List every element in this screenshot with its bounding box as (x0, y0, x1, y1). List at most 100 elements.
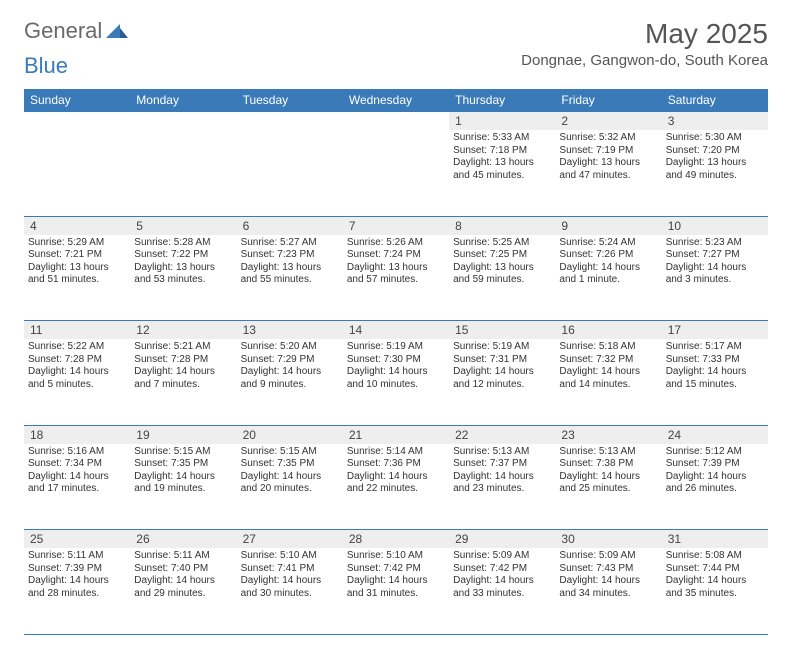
day-number-cell: 19 (130, 425, 236, 444)
sunset-line: Sunset: 7:26 PM (559, 249, 657, 262)
sunset-line: Sunset: 7:25 PM (453, 249, 551, 262)
day-header: Saturday (662, 89, 768, 112)
sunset-line: Sunset: 7:37 PM (453, 458, 551, 471)
day-header: Tuesday (237, 89, 343, 112)
day-number-cell: 12 (130, 321, 236, 340)
sunrise-line: Sunrise: 5:12 AM (666, 446, 764, 459)
day-cell: Sunrise: 5:24 AMSunset: 7:26 PMDaylight:… (555, 235, 661, 321)
day-cell: Sunrise: 5:21 AMSunset: 7:28 PMDaylight:… (130, 339, 236, 425)
sunset-line: Sunset: 7:42 PM (453, 563, 551, 576)
sunset-line: Sunset: 7:21 PM (28, 249, 126, 262)
sunrise-line: Sunrise: 5:11 AM (134, 550, 232, 563)
daylight-line: Daylight: 14 hours and 23 minutes. (453, 471, 551, 496)
calendar-body: 123Sunrise: 5:33 AMSunset: 7:18 PMDaylig… (24, 112, 768, 635)
title-location: Dongnae, Gangwon-do, South Korea (521, 52, 768, 69)
daylight-line: Daylight: 14 hours and 5 minutes. (28, 366, 126, 391)
daylight-line: Daylight: 13 hours and 45 minutes. (453, 157, 551, 182)
daylight-line: Daylight: 14 hours and 17 minutes. (28, 471, 126, 496)
sunrise-line: Sunrise: 5:08 AM (666, 550, 764, 563)
sunset-line: Sunset: 7:35 PM (241, 458, 339, 471)
day-cell: Sunrise: 5:22 AMSunset: 7:28 PMDaylight:… (24, 339, 130, 425)
daylight-line: Daylight: 14 hours and 26 minutes. (666, 471, 764, 496)
sunrise-line: Sunrise: 5:18 AM (559, 341, 657, 354)
sunrise-line: Sunrise: 5:15 AM (241, 446, 339, 459)
day-number-cell: 4 (24, 216, 130, 235)
daylight-line: Daylight: 14 hours and 12 minutes. (453, 366, 551, 391)
sunrise-line: Sunrise: 5:19 AM (347, 341, 445, 354)
sunrise-line: Sunrise: 5:22 AM (28, 341, 126, 354)
week-row: Sunrise: 5:16 AMSunset: 7:34 PMDaylight:… (24, 444, 768, 530)
day-cell: Sunrise: 5:30 AMSunset: 7:20 PMDaylight:… (662, 130, 768, 216)
sunrise-line: Sunrise: 5:09 AM (453, 550, 551, 563)
sunset-line: Sunset: 7:28 PM (134, 354, 232, 367)
day-cell: Sunrise: 5:33 AMSunset: 7:18 PMDaylight:… (449, 130, 555, 216)
daylight-line: Daylight: 14 hours and 22 minutes. (347, 471, 445, 496)
logo-text-blue: Blue (24, 53, 68, 79)
daylight-line: Daylight: 13 hours and 55 minutes. (241, 262, 339, 287)
day-number-cell: 30 (555, 530, 661, 549)
day-cell: Sunrise: 5:09 AMSunset: 7:42 PMDaylight:… (449, 548, 555, 634)
week-row: Sunrise: 5:29 AMSunset: 7:21 PMDaylight:… (24, 235, 768, 321)
day-number-cell: 22 (449, 425, 555, 444)
daylight-line: Daylight: 14 hours and 3 minutes. (666, 262, 764, 287)
day-cell: Sunrise: 5:27 AMSunset: 7:23 PMDaylight:… (237, 235, 343, 321)
daylight-line: Daylight: 14 hours and 20 minutes. (241, 471, 339, 496)
day-cell: Sunrise: 5:32 AMSunset: 7:19 PMDaylight:… (555, 130, 661, 216)
day-cell: Sunrise: 5:13 AMSunset: 7:38 PMDaylight:… (555, 444, 661, 530)
day-number-cell: 24 (662, 425, 768, 444)
day-number-row: 18192021222324 (24, 425, 768, 444)
day-header-row: Sunday Monday Tuesday Wednesday Thursday… (24, 89, 768, 112)
sunset-line: Sunset: 7:28 PM (28, 354, 126, 367)
sunset-line: Sunset: 7:31 PM (453, 354, 551, 367)
sunset-line: Sunset: 7:34 PM (28, 458, 126, 471)
logo-triangle-icon (106, 18, 128, 44)
sunrise-line: Sunrise: 5:28 AM (134, 237, 232, 250)
daylight-line: Daylight: 14 hours and 28 minutes. (28, 575, 126, 600)
daylight-line: Daylight: 14 hours and 15 minutes. (666, 366, 764, 391)
sunrise-line: Sunrise: 5:20 AM (241, 341, 339, 354)
daylight-line: Daylight: 14 hours and 33 minutes. (453, 575, 551, 600)
sunset-line: Sunset: 7:39 PM (28, 563, 126, 576)
sunrise-line: Sunrise: 5:25 AM (453, 237, 551, 250)
day-header: Sunday (24, 89, 130, 112)
sunset-line: Sunset: 7:40 PM (134, 563, 232, 576)
day-cell: Sunrise: 5:10 AMSunset: 7:42 PMDaylight:… (343, 548, 449, 634)
sunrise-line: Sunrise: 5:09 AM (559, 550, 657, 563)
day-number-cell: 2 (555, 112, 661, 131)
sunrise-line: Sunrise: 5:24 AM (559, 237, 657, 250)
day-header: Thursday (449, 89, 555, 112)
day-cell (237, 130, 343, 216)
daylight-line: Daylight: 14 hours and 10 minutes. (347, 366, 445, 391)
day-number-cell: 31 (662, 530, 768, 549)
daylight-line: Daylight: 14 hours and 9 minutes. (241, 366, 339, 391)
daylight-line: Daylight: 14 hours and 29 minutes. (134, 575, 232, 600)
day-number-cell: 23 (555, 425, 661, 444)
day-cell: Sunrise: 5:20 AMSunset: 7:29 PMDaylight:… (237, 339, 343, 425)
sunset-line: Sunset: 7:33 PM (666, 354, 764, 367)
daylight-line: Daylight: 14 hours and 14 minutes. (559, 366, 657, 391)
day-cell: Sunrise: 5:13 AMSunset: 7:37 PMDaylight:… (449, 444, 555, 530)
day-number-cell: 9 (555, 216, 661, 235)
day-cell (343, 130, 449, 216)
sunset-line: Sunset: 7:20 PM (666, 145, 764, 158)
sunset-line: Sunset: 7:39 PM (666, 458, 764, 471)
day-cell: Sunrise: 5:11 AMSunset: 7:39 PMDaylight:… (24, 548, 130, 634)
day-cell: Sunrise: 5:09 AMSunset: 7:43 PMDaylight:… (555, 548, 661, 634)
day-number-cell: 11 (24, 321, 130, 340)
day-number-cell: 5 (130, 216, 236, 235)
sunset-line: Sunset: 7:27 PM (666, 249, 764, 262)
sunset-line: Sunset: 7:43 PM (559, 563, 657, 576)
sunset-line: Sunset: 7:29 PM (241, 354, 339, 367)
daylight-line: Daylight: 13 hours and 59 minutes. (453, 262, 551, 287)
sunrise-line: Sunrise: 5:11 AM (28, 550, 126, 563)
day-number-cell: 17 (662, 321, 768, 340)
day-number-cell: 21 (343, 425, 449, 444)
sunrise-line: Sunrise: 5:16 AM (28, 446, 126, 459)
day-cell (130, 130, 236, 216)
day-cell: Sunrise: 5:19 AMSunset: 7:31 PMDaylight:… (449, 339, 555, 425)
sunrise-line: Sunrise: 5:32 AM (559, 132, 657, 145)
day-number-cell: 14 (343, 321, 449, 340)
day-number-cell: 27 (237, 530, 343, 549)
day-number-row: 123 (24, 112, 768, 131)
day-cell: Sunrise: 5:16 AMSunset: 7:34 PMDaylight:… (24, 444, 130, 530)
